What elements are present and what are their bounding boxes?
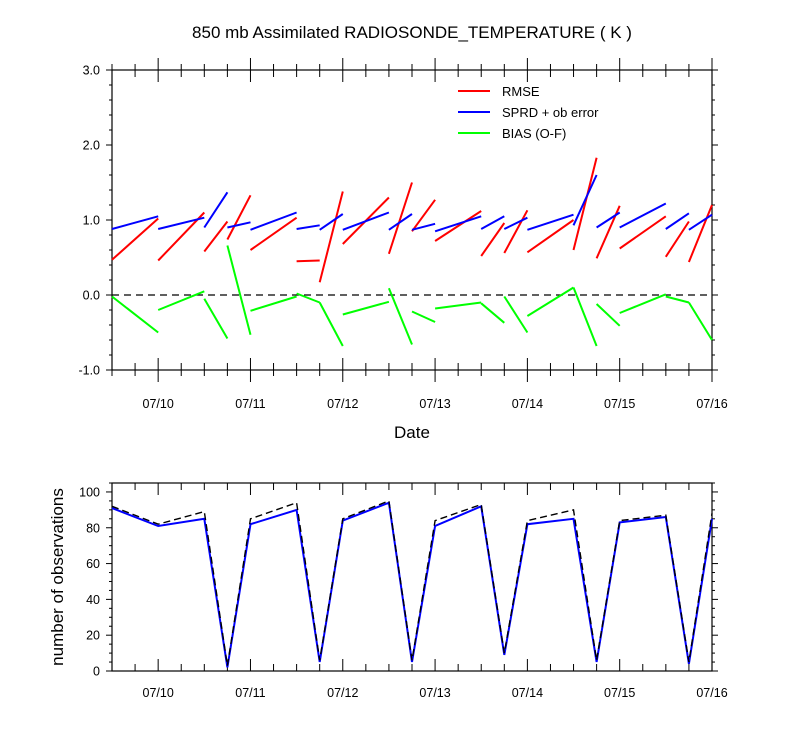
top-plot-area: 07/10 07/11 07/12 07/13 07/14 07/15 07/16 -1.0 0… bbox=[78, 58, 728, 411]
y-tick-label: 2.0 bbox=[83, 139, 100, 153]
series-sprd-ob-error bbox=[111, 174, 713, 233]
x-axis-title: Date bbox=[394, 423, 430, 442]
y-axis-title-observations: number of observations bbox=[48, 488, 67, 666]
x-tick-label: 07/12 bbox=[327, 397, 358, 411]
x-tick-label: 07/15 bbox=[604, 397, 635, 411]
x-tick-label: 07/16 bbox=[696, 686, 727, 700]
plot-frame bbox=[111, 482, 713, 672]
y-tick-label: 80 bbox=[86, 521, 100, 535]
y-tick-label: 1.0 bbox=[83, 214, 100, 228]
y-tick-label: 0.0 bbox=[83, 289, 100, 303]
y-tick-label: -1.0 bbox=[78, 364, 100, 378]
x-tick-label: 07/13 bbox=[419, 686, 450, 700]
plot-frame bbox=[111, 69, 713, 371]
x-tick-label: 07/11 bbox=[235, 686, 265, 700]
bottom-plot-area: 07/10 07/11 07/12 07/13 07/14 07/15 07/16 0 20 40… bbox=[79, 482, 728, 700]
series-bias-o-f bbox=[111, 245, 713, 347]
legend-label: SPRD + ob error bbox=[502, 105, 599, 120]
y-tick-label: 100 bbox=[79, 485, 100, 499]
y-tick-label: 40 bbox=[86, 593, 100, 607]
y-tick-label: 3.0 bbox=[83, 64, 100, 78]
legend-label: RMSE bbox=[502, 84, 540, 99]
x-tick-label: 07/13 bbox=[419, 397, 450, 411]
x-tick-label: 07/10 bbox=[143, 686, 174, 700]
x-tick-label: 07/15 bbox=[604, 686, 635, 700]
chart-title: 850 mb Assimilated RADIOSONDE_TEMPERATUR… bbox=[192, 23, 632, 42]
x-tick-label: 07/12 bbox=[327, 686, 358, 700]
x-tick-label: 07/10 bbox=[143, 397, 174, 411]
series-assimilated-observations bbox=[111, 501, 713, 668]
y-tick-label: 0 bbox=[93, 665, 100, 679]
legend: RMSE SPRD + ob error BIAS (O-F) bbox=[458, 84, 599, 141]
x-tick-label: 07/14 bbox=[512, 397, 543, 411]
series-possible-observations bbox=[111, 499, 713, 666]
legend-label: BIAS (O-F) bbox=[502, 126, 566, 141]
series-rmse bbox=[111, 157, 713, 283]
y-tick-label: 60 bbox=[86, 557, 100, 571]
x-tick-label: 07/16 bbox=[696, 397, 727, 411]
x-tick-label: 07/14 bbox=[512, 686, 543, 700]
x-tick-label: 07/11 bbox=[235, 397, 265, 411]
y-tick-label: 20 bbox=[86, 629, 100, 643]
